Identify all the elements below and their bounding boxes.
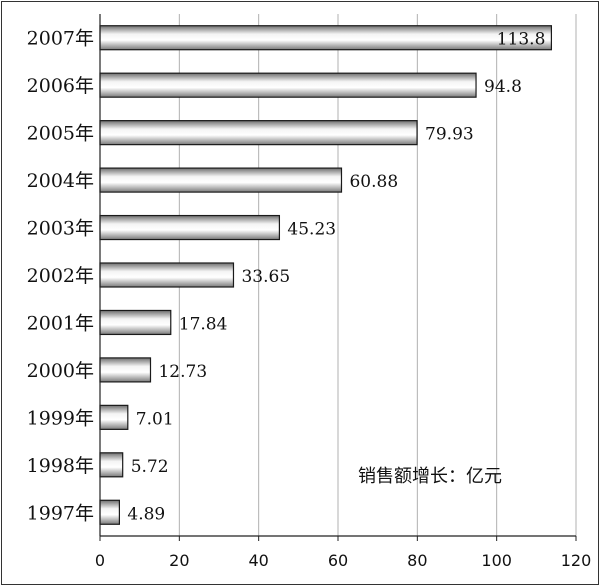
bar bbox=[99, 25, 553, 51]
bar bbox=[99, 262, 235, 288]
grid-lines bbox=[178, 14, 577, 536]
x-tick-label: 40 bbox=[248, 551, 268, 570]
y-category-label: 1998年 bbox=[27, 455, 94, 477]
bar-value-label: 5.72 bbox=[131, 457, 169, 477]
bar-value-label: 12.73 bbox=[158, 362, 207, 382]
y-category-label: 2001年 bbox=[27, 312, 94, 334]
bar-value-label: 113.8 bbox=[497, 30, 546, 50]
bar bbox=[99, 309, 172, 336]
bar bbox=[99, 357, 152, 383]
bar bbox=[99, 499, 120, 525]
bars-group: 113.8 94.8 79.93 60.88 45.23 33.65 17.84 12.73 7… bbox=[99, 25, 553, 525]
y-category-label: 1997年 bbox=[27, 502, 94, 524]
y-category-label: 2003年 bbox=[27, 218, 94, 240]
y-category-label: 2005年 bbox=[27, 123, 94, 145]
bar-value-label: 4.89 bbox=[127, 504, 165, 524]
bar-value-label: 33.65 bbox=[241, 267, 290, 287]
bar bbox=[99, 452, 124, 478]
x-tick-label: 120 bbox=[561, 551, 592, 570]
bar-value-label: 17.84 bbox=[179, 314, 228, 334]
y-category-label: 2006年 bbox=[27, 75, 94, 97]
x-tick-label: 20 bbox=[169, 551, 189, 570]
x-tick-label: 80 bbox=[407, 551, 427, 570]
y-category-label: 2007年 bbox=[27, 28, 94, 50]
bar bbox=[99, 167, 343, 193]
bar bbox=[99, 404, 129, 430]
bar-value-label: 94.8 bbox=[484, 77, 522, 97]
bar bbox=[99, 72, 477, 98]
y-category-label: 2002年 bbox=[27, 265, 94, 287]
x-tick-label: 0 bbox=[95, 551, 105, 570]
bar bbox=[99, 120, 418, 146]
bar bbox=[99, 214, 281, 241]
x-tick-label: 100 bbox=[481, 551, 512, 570]
x-tick-label: 60 bbox=[328, 551, 348, 570]
bar-value-label: 7.01 bbox=[136, 409, 174, 429]
bar-value-label: 79.93 bbox=[425, 125, 474, 145]
bar-value-label: 60.88 bbox=[349, 172, 398, 192]
unit-annotation: 销售额增长：亿元 bbox=[358, 466, 502, 487]
axes-group: 0 20 40 60 80 100 120 2007年 2006年 2005年 2004年 2003年… bbox=[27, 14, 592, 570]
y-category-label: 2000年 bbox=[27, 360, 94, 382]
y-category-label: 1999年 bbox=[27, 407, 94, 429]
y-category-label: 2004年 bbox=[27, 170, 94, 192]
bar-value-label: 45.23 bbox=[287, 220, 336, 240]
